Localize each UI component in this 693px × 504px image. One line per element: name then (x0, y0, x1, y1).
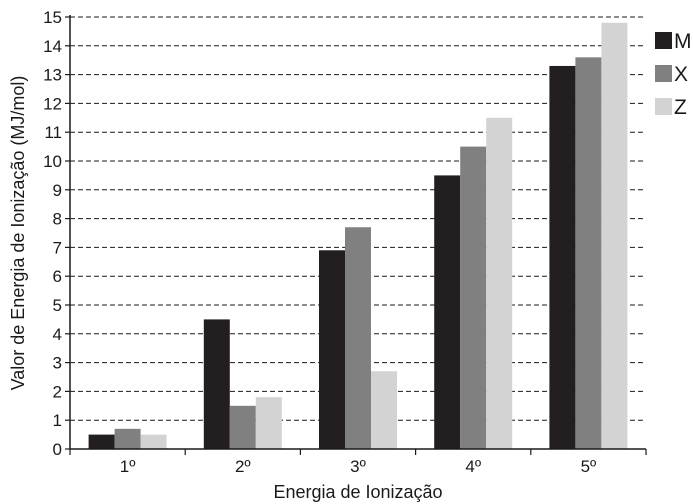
bar-x-3 (345, 227, 371, 449)
bar-m-5 (549, 65, 576, 450)
y-tick-label-8: 8 (53, 210, 62, 229)
bar-x-5 (575, 57, 602, 449)
legend-swatch-z (655, 98, 672, 115)
y-tick-label-12: 12 (43, 94, 62, 113)
y-tick-label-11: 11 (44, 123, 62, 142)
x-tick-label-1: 1º (120, 457, 136, 476)
legend-swatch-m (655, 32, 672, 49)
bar-z-2 (255, 397, 282, 449)
y-tick-label-9: 9 (53, 181, 62, 200)
x-axis-title: Energia de Ionização (273, 482, 442, 502)
x-tick-labels: 1º 2º 3º 4º 5º (69, 449, 647, 476)
x-tick-label-2: 2º (235, 457, 251, 476)
legend-label-m: M (674, 30, 692, 53)
y-tick-label-1: 1 (53, 411, 62, 430)
x-tick-label-3: 3º (350, 457, 366, 476)
y-tick-label-15: 15 (43, 8, 62, 27)
axes (69, 15, 646, 450)
legend-label-z: Z (674, 96, 687, 119)
bar-m-1 (88, 434, 115, 449)
y-tick-label-5: 5 (53, 296, 62, 315)
x-tick-label-4: 4º (465, 457, 481, 476)
bars (88, 22, 628, 450)
legend: MXZ (655, 30, 692, 119)
legend-label-x: X (674, 63, 688, 86)
y-tick-label-0: 0 (53, 440, 62, 459)
y-tick-label-3: 3 (53, 354, 62, 373)
bar-x-2 (229, 405, 256, 449)
y-tick-label-7: 7 (53, 238, 62, 257)
bar-x-4 (460, 146, 487, 449)
y-tick-label-2: 2 (53, 382, 62, 401)
bar-m-2 (203, 319, 230, 449)
legend-swatch-x (655, 65, 672, 82)
bar-m-3 (319, 250, 345, 449)
y-tick-label-6: 6 (53, 267, 62, 286)
bar-z-3 (371, 371, 397, 449)
bar-x-1 (114, 428, 141, 449)
bar-z-1 (140, 434, 167, 449)
y-tick-label-13: 13 (43, 66, 62, 85)
y-tick-label-14: 14 (43, 37, 62, 56)
bar-m-4 (434, 175, 461, 449)
bar-z-5 (601, 22, 628, 449)
y-tick-label-10: 10 (43, 152, 62, 171)
y-tick-label-4: 4 (53, 325, 62, 344)
y-axis-title: Valor de Energia de Ionização (MJ/mol) (8, 76, 28, 391)
x-tick-label-5: 5º (581, 457, 597, 476)
bar-z-4 (486, 117, 513, 450)
